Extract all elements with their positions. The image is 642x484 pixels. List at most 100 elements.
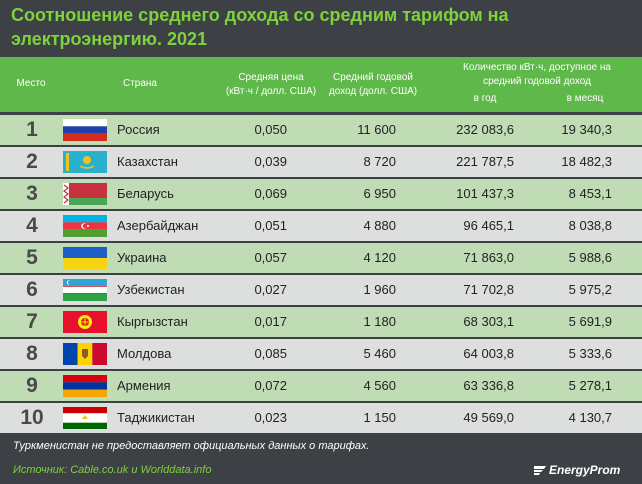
per-year-value: 71 702,8 xyxy=(463,282,514,297)
tajikistan-flag-icon xyxy=(63,407,107,429)
moldova-flag-icon xyxy=(63,343,107,365)
footnote: Туркменистан не предоставляет официальны… xyxy=(13,440,370,452)
uzbekistan-flag-icon xyxy=(63,279,107,301)
per-year-value: 96 465,1 xyxy=(463,218,514,233)
per-month-value: 5 975,2 xyxy=(568,282,612,297)
table-row: 8 Молдова 0,085 5 460 64 003,8 5 333,6 xyxy=(0,339,642,369)
header-income: Средний годовой доход (долл. США) xyxy=(318,71,428,99)
income-value: 1 960 xyxy=(363,282,396,297)
per-month-value: 5 988,6 xyxy=(568,250,612,265)
per-month-value: 8 453,1 xyxy=(568,186,612,201)
header-price-line1: Средняя цена xyxy=(238,72,304,83)
income-value: 4 880 xyxy=(363,218,396,233)
kazakhstan-flag-icon xyxy=(63,151,107,173)
country-name: Азербайджан xyxy=(117,218,199,233)
per-month-value: 5 333,6 xyxy=(568,346,612,361)
kyrgyzstan-flag-icon xyxy=(63,311,107,333)
price-value: 0,072 xyxy=(254,378,287,393)
per-year-value: 232 083,6 xyxy=(456,122,514,137)
table-row: 6 Узбекистан 0,027 1 960 71 702,8 5 975,… xyxy=(0,275,642,305)
income-value: 8 720 xyxy=(363,154,396,169)
header-place: Место xyxy=(16,78,46,89)
income-value: 1 150 xyxy=(363,410,396,425)
brand-logo: EnergyProm xyxy=(534,463,620,477)
income-value: 1 180 xyxy=(363,314,396,329)
table-row: 4 Азербайджан 0,051 4 880 96 465,1 8 038… xyxy=(0,211,642,241)
header-country: Страна xyxy=(122,78,157,89)
rank: 2 xyxy=(26,150,38,173)
price-value: 0,051 xyxy=(254,218,287,233)
table-header: Место Страна Средняя цена (кВт·ч / долл.… xyxy=(0,57,642,112)
table-row: 7 Кыргызстан 0,017 1 180 68 303,1 5 691,… xyxy=(0,307,642,337)
brand-name: EnergyProm xyxy=(549,463,621,477)
per-month-value: 5 278,1 xyxy=(568,378,612,393)
armenia-flag-icon xyxy=(63,375,107,397)
per-month-value: 18 482,3 xyxy=(561,154,612,169)
header-qty-line1: Количество кВт·ч, доступное на xyxy=(463,62,611,73)
header-per-year: в год xyxy=(473,93,497,104)
rank: 6 xyxy=(26,278,38,301)
header-income-line2: доход (долл. США) xyxy=(328,86,418,97)
per-year-value: 221 787,5 xyxy=(456,154,514,169)
header-qty: Количество кВт·ч, доступное на средний г… xyxy=(440,61,634,89)
table-row: 3 Беларусь 0,069 6 950 101 437,3 8 453,1 xyxy=(0,179,642,209)
belarus-flag-icon xyxy=(63,183,107,205)
per-year-value: 101 437,3 xyxy=(456,186,514,201)
country-name: Беларусь xyxy=(117,186,174,201)
price-value: 0,069 xyxy=(254,186,287,201)
price-value: 0,023 xyxy=(254,410,287,425)
per-month-value: 19 340,3 xyxy=(561,122,612,137)
country-name: Украина xyxy=(117,250,167,265)
rank: 8 xyxy=(26,342,38,365)
rank: 5 xyxy=(26,246,38,269)
rank: 7 xyxy=(26,310,38,333)
header-income-line1: Средний годовой xyxy=(333,72,413,83)
country-name: Кыргызстан xyxy=(117,314,188,329)
rank: 9 xyxy=(26,374,38,397)
header-qty-line2: средний годовой доход xyxy=(483,76,591,87)
income-value: 4 560 xyxy=(363,378,396,393)
country-name: Армения xyxy=(117,378,171,393)
price-value: 0,027 xyxy=(254,282,287,297)
per-year-value: 64 003,8 xyxy=(463,346,514,361)
per-month-value: 5 691,9 xyxy=(568,314,612,329)
per-month-value: 4 130,7 xyxy=(568,410,612,425)
rank: 3 xyxy=(26,182,38,205)
table-row: 10 Таджикистан 0,023 1 150 49 569,0 4 13… xyxy=(0,403,642,433)
per-year-value: 63 336,8 xyxy=(463,378,514,393)
per-year-value: 71 863,0 xyxy=(463,250,514,265)
source-text: Источник: Cable.co.uk и Worlddata.info xyxy=(13,464,212,476)
per-month-value: 8 038,8 xyxy=(568,218,612,233)
income-value: 6 950 xyxy=(363,186,396,201)
price-value: 0,050 xyxy=(254,122,287,137)
price-value: 0,057 xyxy=(254,250,287,265)
country-name: Молдова xyxy=(117,346,172,361)
header-price: Средняя цена (кВт·ч / долл. США) xyxy=(212,71,330,99)
price-value: 0,017 xyxy=(254,314,287,329)
country-name: Казахстан xyxy=(117,154,178,169)
page-title: Соотношение среднего дохода со средним т… xyxy=(11,5,509,49)
price-value: 0,085 xyxy=(254,346,287,361)
price-value: 0,039 xyxy=(254,154,287,169)
income-value: 11 600 xyxy=(357,122,396,137)
table-row: 9 Армения 0,072 4 560 63 336,8 5 278,1 xyxy=(0,371,642,401)
rank: 10 xyxy=(20,406,44,429)
header-price-line2: (кВт·ч / долл. США) xyxy=(225,86,317,97)
country-name: Россия xyxy=(117,122,160,137)
header-per-month: в месяц xyxy=(566,93,604,104)
country-name: Таджикистан xyxy=(117,410,195,425)
table-row: 2 Казахстан 0,039 8 720 221 787,5 18 482… xyxy=(0,147,642,177)
rank: 4 xyxy=(26,214,38,237)
country-name: Узбекистан xyxy=(117,282,185,297)
per-year-value: 49 569,0 xyxy=(463,410,514,425)
table-row: 1 Россия 0,050 11 600 232 083,6 19 340,3 xyxy=(0,115,642,145)
azerbaijan-flag-icon xyxy=(63,215,107,237)
russia-flag-icon xyxy=(63,119,107,141)
income-value: 4 120 xyxy=(363,250,396,265)
income-value: 5 460 xyxy=(363,346,396,361)
energyprom-logo-icon xyxy=(534,466,546,476)
rank: 1 xyxy=(26,118,38,141)
per-year-value: 68 303,1 xyxy=(463,314,514,329)
table-row: 5 Украина 0,057 4 120 71 863,0 5 988,6 xyxy=(0,243,642,273)
